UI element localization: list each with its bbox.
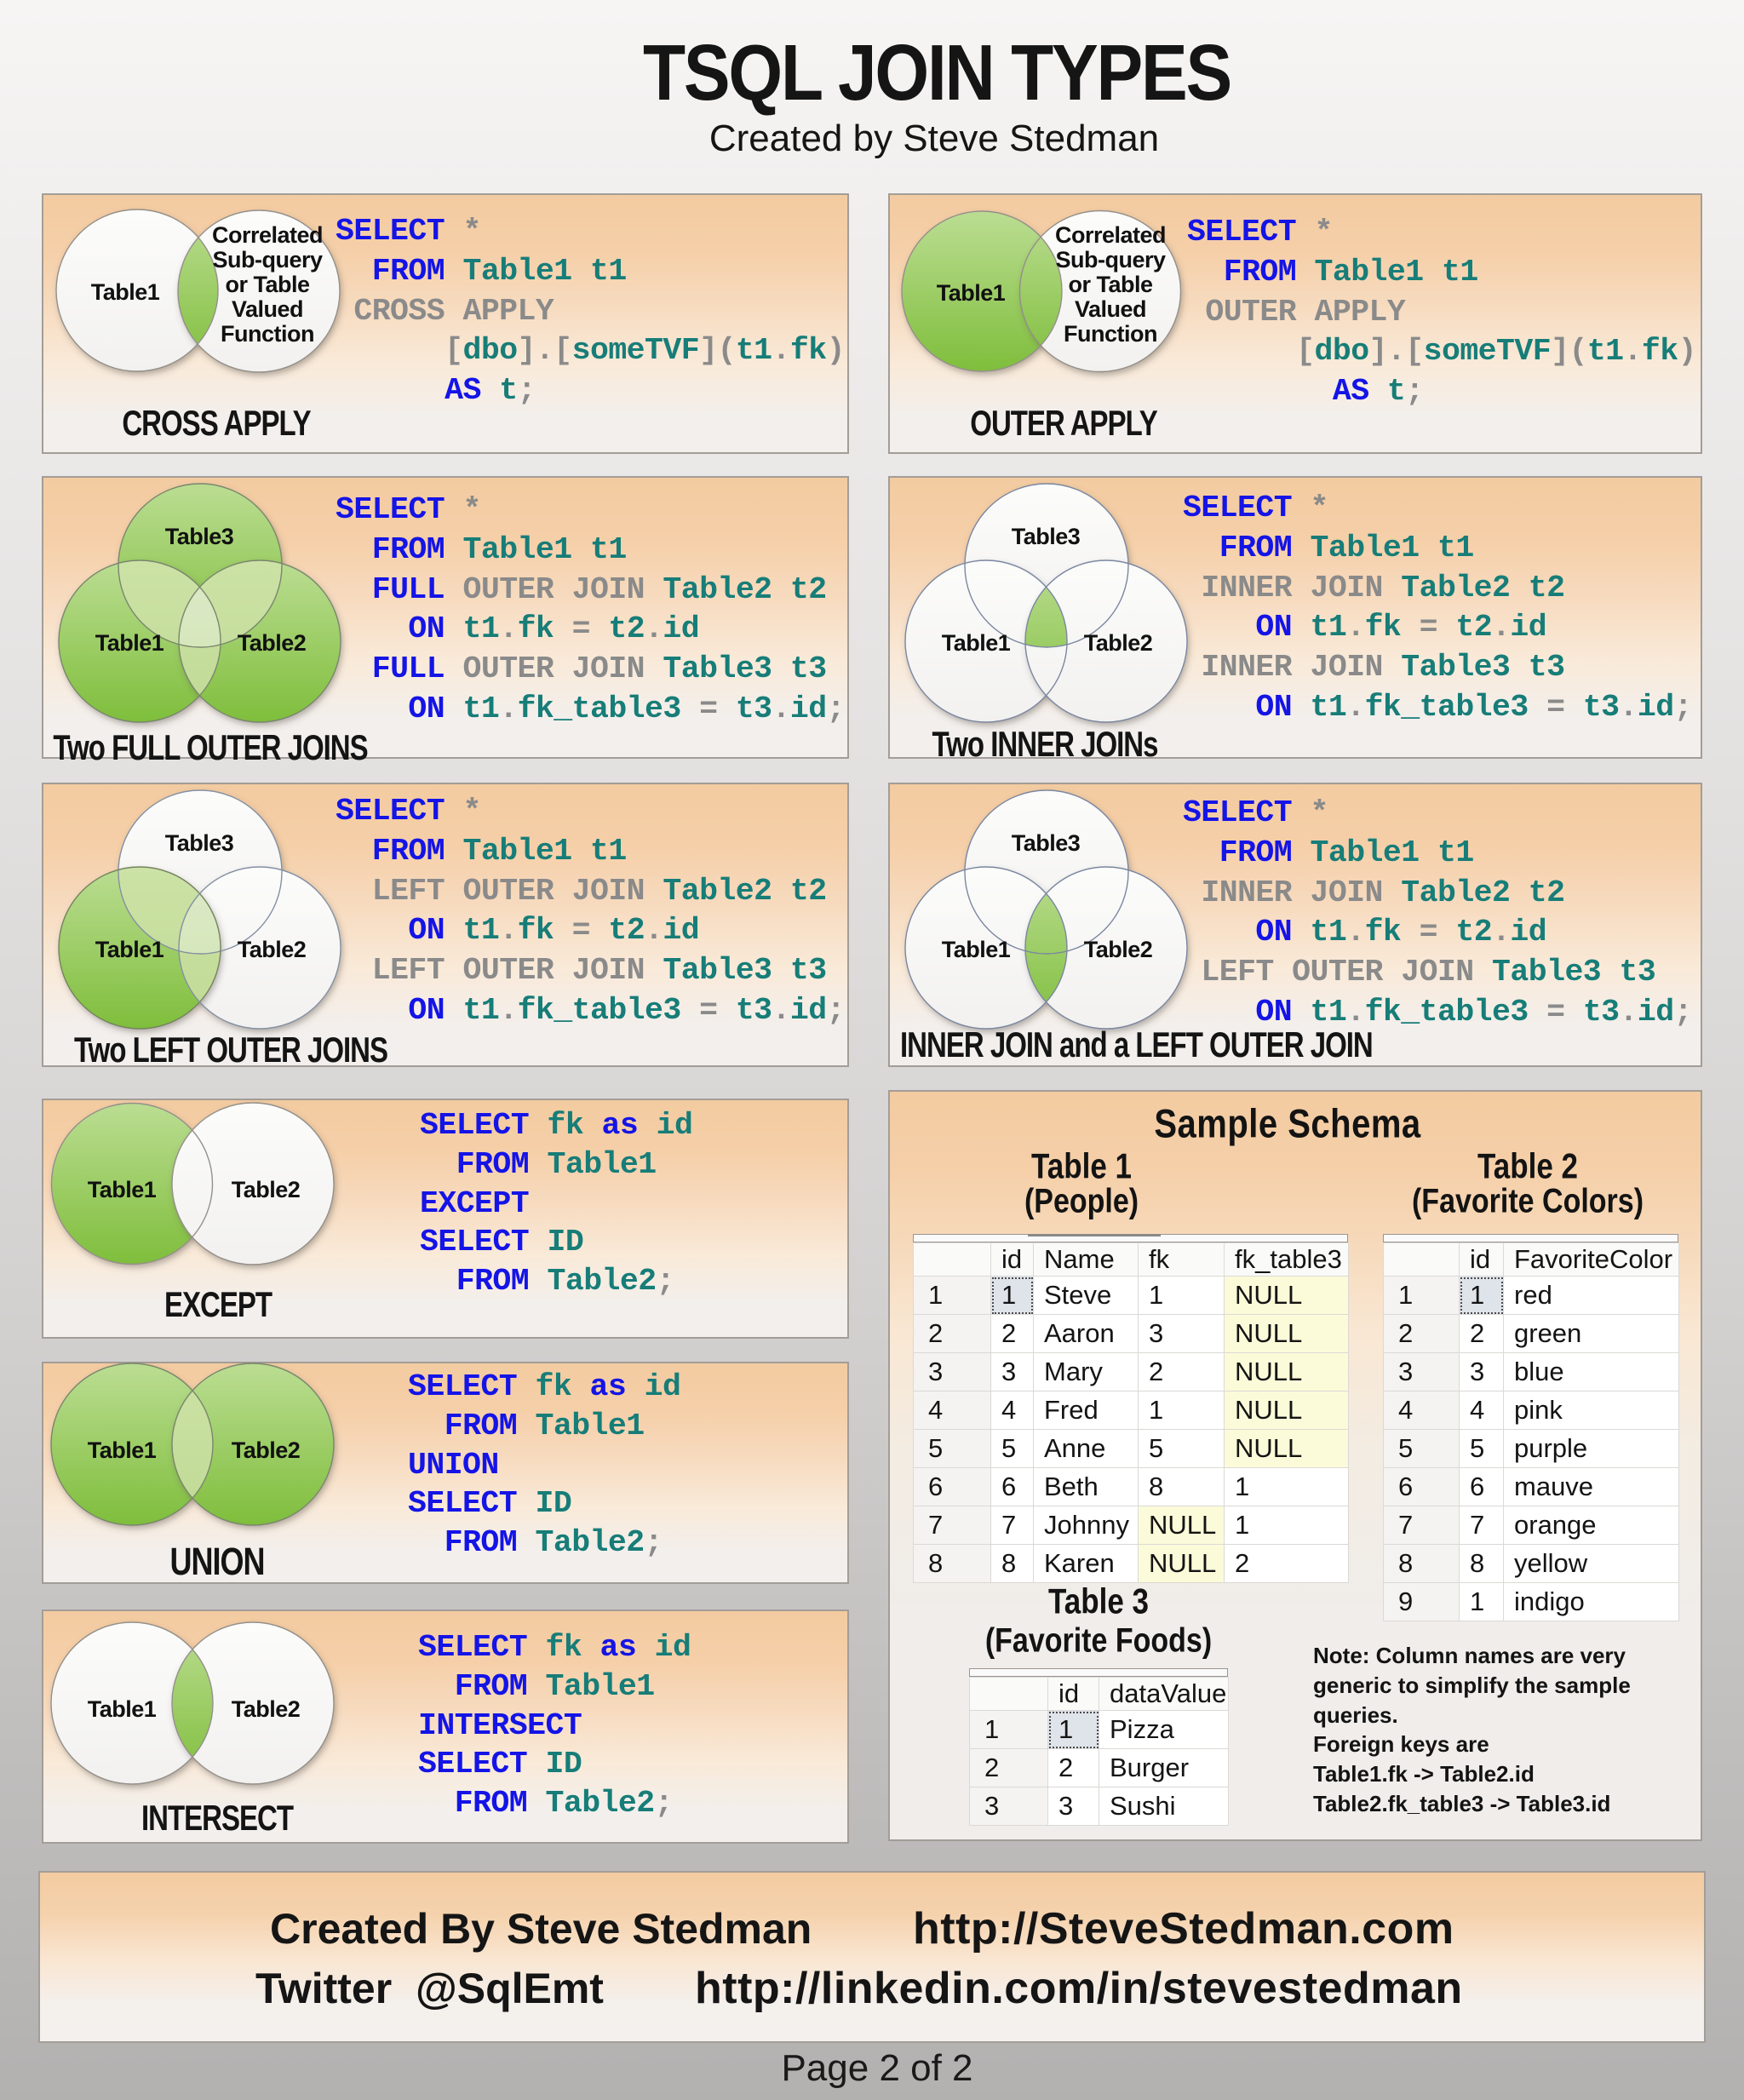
svg-text:Sub-query: Sub-query <box>212 247 322 273</box>
svg-text:Table1: Table1 <box>942 630 1011 656</box>
svg-text:Table1: Table1 <box>942 937 1011 962</box>
svg-text:Table2: Table2 <box>232 1437 301 1463</box>
svg-text:or Table: or Table <box>1068 272 1153 297</box>
svg-text:Table1: Table1 <box>88 1177 157 1202</box>
svg-text:Table2: Table2 <box>232 1177 301 1202</box>
svg-text:or Table: or Table <box>225 272 310 297</box>
svg-text:Valued: Valued <box>1075 296 1146 322</box>
svg-text:Table2: Table2 <box>232 1696 301 1722</box>
svg-text:Correlated: Correlated <box>212 222 323 248</box>
svg-text:Table2: Table2 <box>238 630 307 656</box>
svg-text:Table1: Table1 <box>88 1696 157 1722</box>
svg-text:Table3: Table3 <box>165 830 234 856</box>
svg-text:Valued: Valued <box>232 296 303 322</box>
svg-text:Table2: Table2 <box>1084 937 1153 962</box>
svg-text:Correlated: Correlated <box>1055 222 1166 248</box>
svg-text:Table1: Table1 <box>91 279 160 305</box>
svg-text:Table1: Table1 <box>95 937 164 962</box>
svg-text:Table3: Table3 <box>1012 524 1081 549</box>
svg-text:Table2: Table2 <box>238 937 307 962</box>
svg-text:Function: Function <box>1064 321 1157 347</box>
svg-text:Table3: Table3 <box>1012 830 1081 856</box>
svg-text:Function: Function <box>221 321 314 347</box>
svg-text:Table2: Table2 <box>1084 630 1153 656</box>
svg-text:Table1: Table1 <box>95 630 164 656</box>
svg-text:Table1: Table1 <box>88 1437 157 1463</box>
svg-text:Sub-query: Sub-query <box>1055 247 1165 273</box>
svg-text:Table3: Table3 <box>165 524 234 549</box>
svg-text:Table1: Table1 <box>937 280 1006 306</box>
